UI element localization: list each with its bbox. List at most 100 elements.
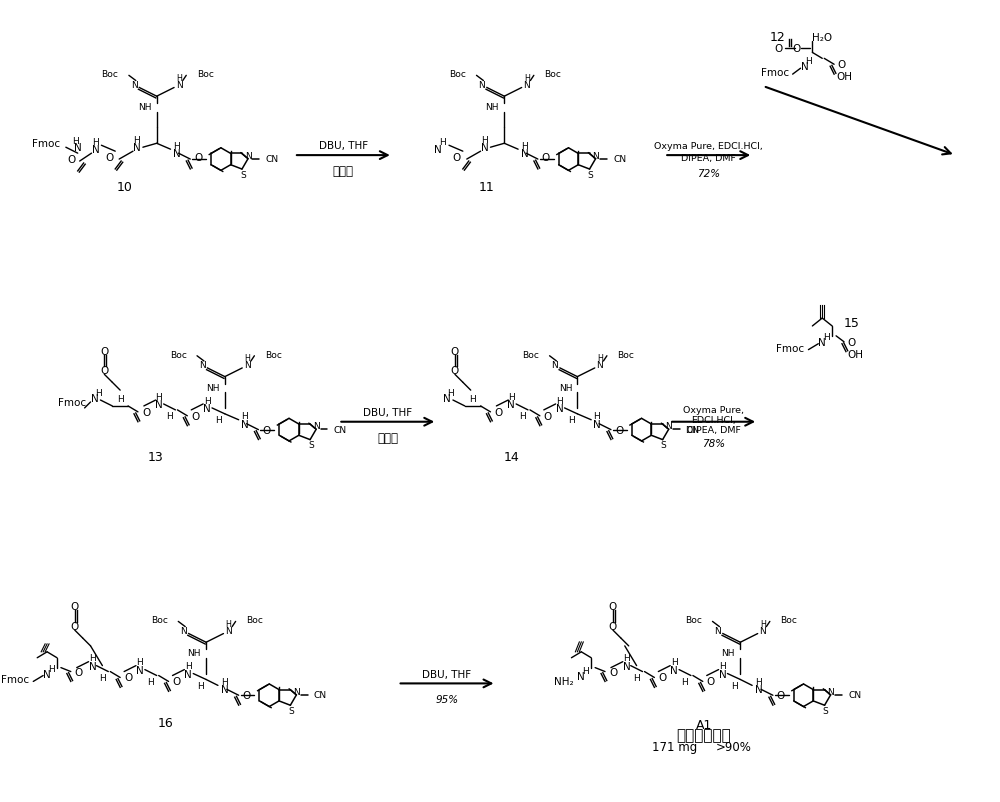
- Text: H: H: [524, 74, 530, 83]
- Text: N: N: [245, 152, 251, 160]
- Text: H: H: [155, 392, 162, 401]
- Text: 15: 15: [844, 317, 860, 330]
- Text: N: N: [136, 665, 144, 674]
- Text: OH: OH: [836, 72, 852, 82]
- Text: Boc: Boc: [246, 615, 263, 625]
- Text: O: O: [777, 691, 785, 700]
- Text: CN: CN: [686, 425, 699, 434]
- Text: H: H: [823, 333, 830, 342]
- Text: O: O: [100, 366, 108, 376]
- Text: Boc: Boc: [780, 615, 797, 625]
- Text: O: O: [453, 153, 461, 163]
- Text: Boc: Boc: [102, 70, 118, 79]
- Text: H: H: [176, 74, 182, 83]
- Text: O: O: [609, 602, 617, 612]
- Text: 72%: 72%: [697, 168, 720, 179]
- Text: N: N: [714, 626, 721, 635]
- Text: N: N: [74, 143, 82, 153]
- Text: 11: 11: [479, 181, 494, 194]
- Text: N: N: [241, 419, 248, 429]
- Text: N: N: [521, 149, 529, 159]
- Text: S: S: [308, 441, 314, 450]
- Text: N: N: [827, 687, 834, 696]
- Text: CN: CN: [265, 155, 279, 164]
- Text: O: O: [542, 153, 550, 163]
- Text: O: O: [847, 338, 855, 347]
- Text: H: H: [147, 677, 154, 686]
- Text: H: H: [439, 138, 445, 147]
- Text: CN: CN: [613, 155, 626, 164]
- Text: Boc: Boc: [544, 70, 561, 79]
- Text: N: N: [665, 422, 672, 431]
- Text: N: N: [199, 361, 206, 370]
- Text: O: O: [71, 622, 79, 631]
- Text: H: H: [556, 396, 563, 405]
- Text: N: N: [244, 361, 251, 370]
- Text: O: O: [191, 411, 200, 421]
- Text: O: O: [262, 425, 271, 435]
- Text: N: N: [155, 399, 163, 410]
- Text: NH: NH: [138, 103, 151, 112]
- Text: H: H: [682, 677, 688, 686]
- Text: H: H: [226, 619, 232, 628]
- Text: Boc: Boc: [197, 70, 214, 79]
- Text: DBU, THF: DBU, THF: [319, 141, 368, 151]
- Text: H: H: [72, 136, 79, 146]
- Text: 粗产物: 粗产物: [377, 431, 398, 444]
- Text: 粗产物: 粗产物: [333, 165, 354, 178]
- Text: H: H: [582, 666, 589, 675]
- Text: H: H: [197, 681, 204, 690]
- Text: N: N: [556, 403, 563, 413]
- Text: NH: NH: [486, 103, 499, 112]
- Text: N: N: [91, 394, 98, 403]
- Text: H: H: [597, 354, 603, 363]
- Text: N: N: [818, 338, 826, 347]
- Text: N: N: [507, 399, 515, 410]
- Text: Fmoc: Fmoc: [776, 343, 804, 353]
- Text: N: N: [92, 145, 99, 155]
- Text: N: N: [670, 665, 678, 674]
- Text: N: N: [313, 422, 320, 431]
- Text: H: H: [481, 136, 488, 144]
- Text: O: O: [243, 691, 251, 700]
- Text: N: N: [597, 361, 603, 370]
- Text: H: H: [731, 681, 738, 690]
- Text: H: H: [99, 673, 106, 683]
- Text: Boc: Boc: [151, 615, 168, 625]
- Text: H: H: [633, 673, 640, 683]
- Text: O: O: [75, 666, 83, 677]
- Text: N: N: [478, 80, 485, 89]
- Text: O: O: [615, 425, 623, 435]
- Text: N: N: [481, 143, 488, 153]
- Text: 13: 13: [148, 450, 164, 464]
- Text: Boc: Boc: [265, 350, 282, 359]
- Text: H: H: [244, 354, 250, 363]
- Text: H: H: [166, 411, 173, 421]
- Text: H: H: [671, 658, 678, 666]
- Text: 16: 16: [158, 716, 173, 730]
- Text: N: N: [719, 669, 726, 678]
- Text: S: S: [823, 706, 828, 715]
- Text: N: N: [221, 684, 229, 695]
- Text: 关键结构单元: 关键结构单元: [676, 727, 731, 743]
- Text: O: O: [194, 153, 202, 163]
- Text: 95%: 95%: [435, 695, 459, 704]
- Text: NH: NH: [187, 648, 201, 658]
- Text: N: N: [592, 152, 599, 160]
- Text: H: H: [92, 138, 99, 147]
- Text: S: S: [588, 171, 593, 180]
- Text: Fmoc: Fmoc: [58, 398, 87, 407]
- Text: Fmoc: Fmoc: [761, 68, 789, 78]
- Text: CN: CN: [334, 425, 347, 434]
- Text: H: H: [185, 662, 192, 670]
- Text: H: H: [593, 411, 600, 421]
- Text: N: N: [225, 626, 232, 635]
- Text: O: O: [124, 673, 132, 683]
- Text: 12: 12: [770, 31, 786, 44]
- Text: DIPEA, DMF: DIPEA, DMF: [681, 153, 736, 162]
- Text: Boc: Boc: [449, 70, 466, 79]
- Text: N: N: [133, 143, 141, 153]
- Text: EDCI.HCl,: EDCI.HCl,: [691, 415, 736, 425]
- Text: NH: NH: [206, 383, 220, 392]
- Text: N: N: [176, 80, 183, 89]
